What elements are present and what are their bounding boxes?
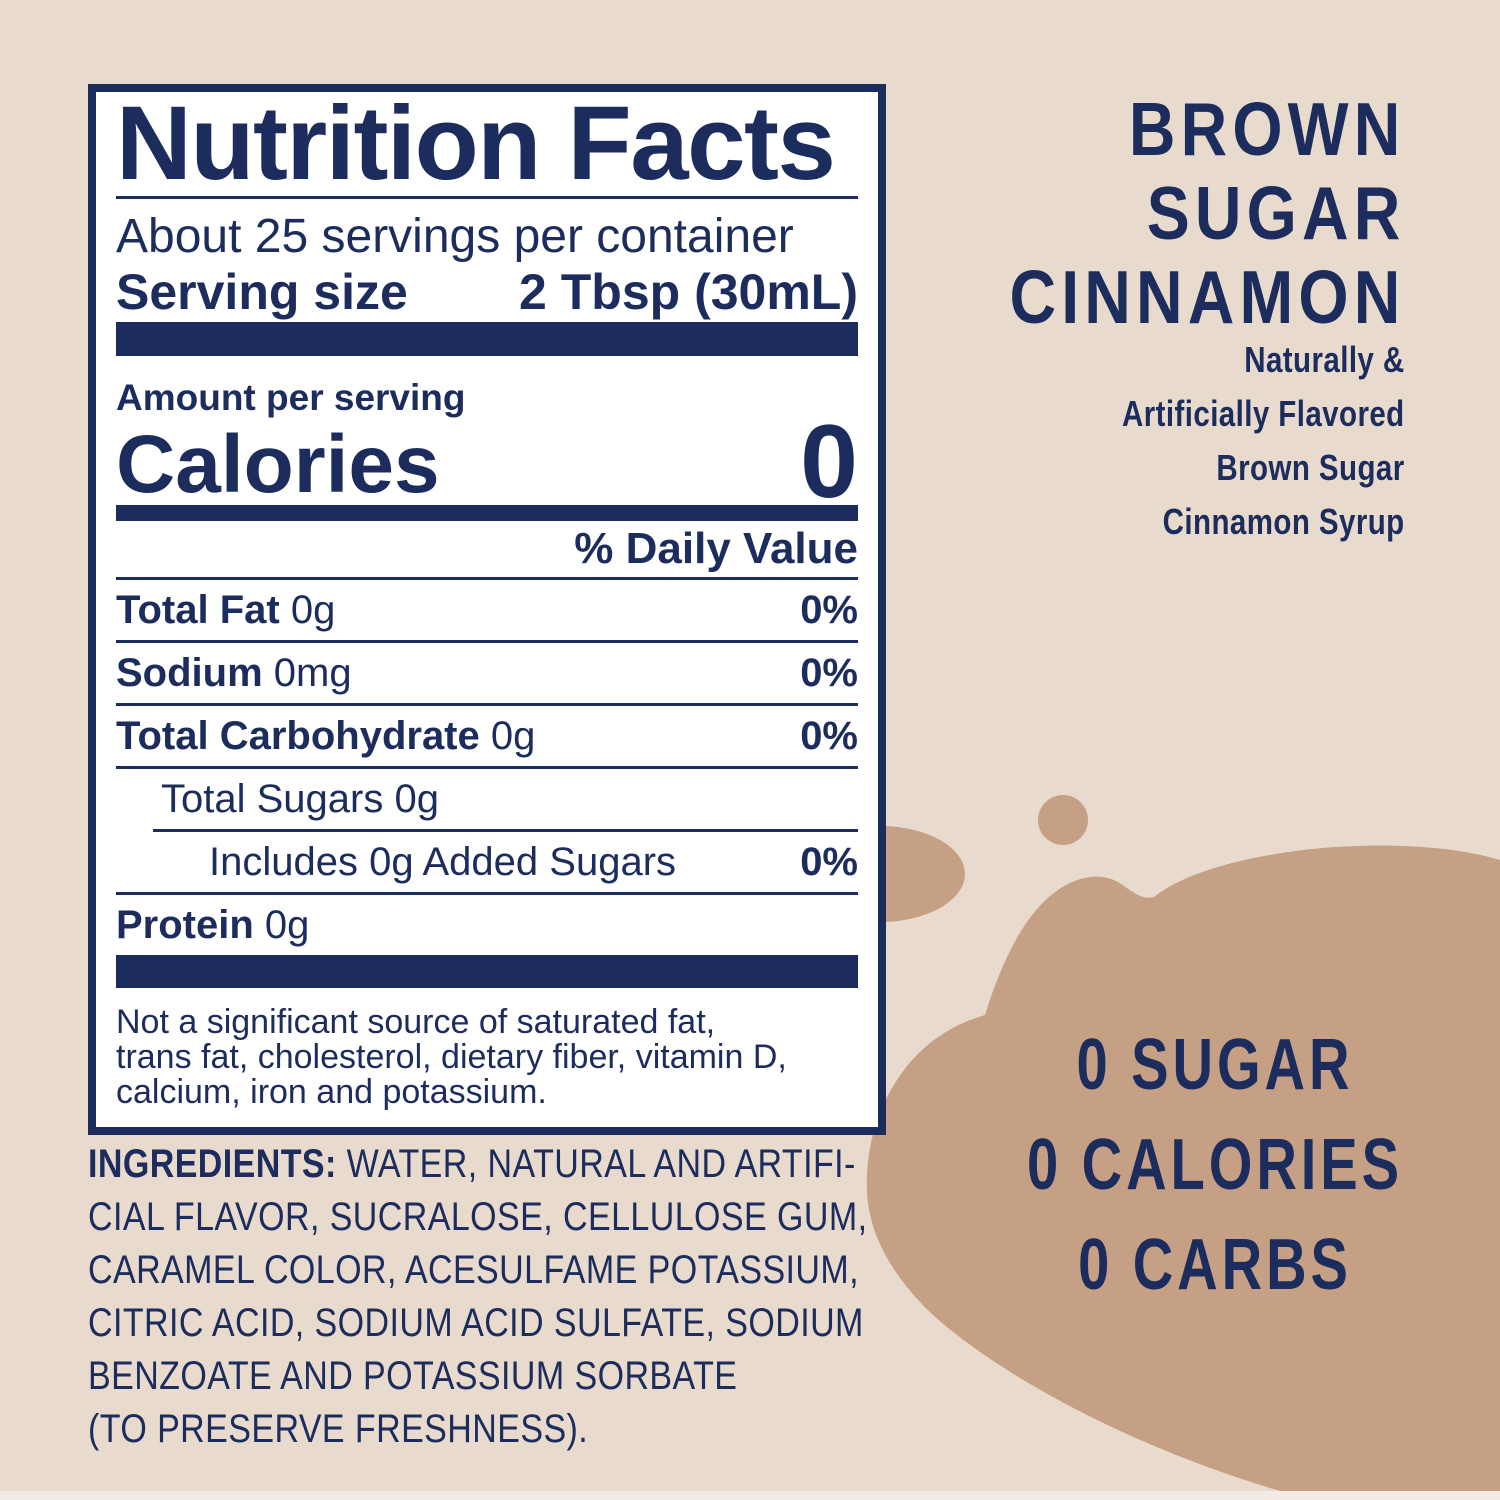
daily-value: 0% xyxy=(800,587,858,632)
divider xyxy=(116,640,858,643)
nutrient-amount: 0g xyxy=(279,587,336,632)
bottom-divider-bar xyxy=(116,955,858,988)
ingredients-line: CIAL FLAVOR, SUCRALOSE, CELLULOSE GUM, xyxy=(88,1195,868,1239)
ingredients-label: INGREDIENTS: xyxy=(88,1142,337,1186)
nutrient-name: Total Fat 0g xyxy=(116,588,335,633)
table-row-total-sugars: Total Sugars 0g xyxy=(116,769,858,829)
flavor-name-heading: BROWN SUGAR CINNAMON xyxy=(1009,87,1405,339)
nutrient-name: Total Sugars 0g xyxy=(116,777,439,822)
nutrient-bold: Sodium xyxy=(116,650,263,695)
claim-zero-sugar: 0 SUGAR xyxy=(1076,1025,1354,1105)
flavor-name-line: CINNAMON xyxy=(1008,255,1405,339)
product-claims: 0 SUGAR 0 CALORIES 0 CARBS xyxy=(981,1015,1449,1315)
serving-size-value: 2 Tbsp (30mL) xyxy=(519,264,858,320)
nutrient-amount: 0g xyxy=(253,902,310,947)
daily-value: 0% xyxy=(800,713,858,758)
divider xyxy=(116,703,858,706)
ingredients-line: BENZOATE AND POTASSIUM SORBATE xyxy=(88,1354,738,1398)
calories-value: 0 xyxy=(800,404,858,520)
table-row-sodium: Sodium 0mg 0% xyxy=(116,643,858,703)
ingredients-line: INGREDIENTS: WATER, NATURAL AND ARTIFI- xyxy=(88,1138,989,1191)
nutrient-name: Protein 0g xyxy=(116,903,309,948)
medium-divider-bar xyxy=(116,505,858,521)
table-row-protein: Protein 0g xyxy=(116,895,858,955)
divider xyxy=(116,196,858,199)
flavor-subtitle: Naturally & Artificially Flavored Brown … xyxy=(1122,333,1405,549)
nutrient-amount: Total Sugars 0g xyxy=(161,776,439,821)
nutrient-amount: 0mg xyxy=(262,650,352,695)
amount-per-serving-label: Amount per serving xyxy=(116,377,466,418)
daily-value: 0% xyxy=(800,650,858,695)
flavor-subtitle-line: Naturally & xyxy=(1244,339,1405,380)
servings-per-container: About 25 servings per container xyxy=(116,210,794,263)
ingredients-line: CARAMEL COLOR, ACESULFAME POTASSIUM, xyxy=(88,1248,860,1292)
nutrient-amount: 0g xyxy=(479,713,536,758)
footnote-line: Not a significant source of saturated fa… xyxy=(116,1003,716,1041)
calories-row: Calories 0 xyxy=(116,404,858,520)
divider xyxy=(116,766,858,769)
table-row-total-carbohydrate: Total Carbohydrate 0g 0% xyxy=(116,706,858,766)
table-row-added-sugars: Includes 0g Added Sugars 0% xyxy=(116,832,858,892)
flavor-name-line: SUGAR xyxy=(1146,171,1405,255)
flavor-subtitle-line: Artificially Flavored xyxy=(1122,393,1405,434)
serving-size-row: Serving size 2 Tbsp (30mL) xyxy=(116,266,858,318)
thick-divider-bar xyxy=(116,322,858,356)
ingredients-line: CITRIC ACID, SODIUM ACID SULFATE, SODIUM xyxy=(88,1301,864,1345)
flavor-subtitle-line: Brown Sugar xyxy=(1216,447,1405,488)
splash-main-blob xyxy=(866,845,1500,1500)
footnote-line: trans fat, cholesterol, dietary fiber, v… xyxy=(116,1038,787,1076)
ingredients-list: INGREDIENTS: WATER, NATURAL AND ARTIFI- … xyxy=(88,1138,989,1456)
claim-zero-calories: 0 CALORIES xyxy=(1026,1125,1404,1205)
bottom-edge-strip xyxy=(0,1491,1500,1500)
table-row-total-fat: Total Fat 0g 0% xyxy=(116,580,858,640)
daily-value: 0% xyxy=(800,839,858,884)
divider xyxy=(116,892,858,895)
flavor-subtitle-line: Cinnamon Syrup xyxy=(1163,501,1405,542)
footnote: Not a significant source of saturated fa… xyxy=(116,1005,858,1110)
nutrient-bold: Protein xyxy=(116,902,254,947)
splash-droplet-dot xyxy=(1038,795,1088,845)
daily-value-header: % Daily Value xyxy=(574,524,858,573)
nutrient-bold: Total Fat xyxy=(116,587,280,632)
footnote-line: calcium, iron and potassium. xyxy=(116,1073,547,1111)
divider xyxy=(116,577,858,580)
serving-size-label: Serving size xyxy=(116,264,408,320)
nutrient-name: Total Carbohydrate 0g xyxy=(116,714,535,759)
claim-zero-carbs: 0 CARBS xyxy=(1078,1225,1352,1305)
nutrition-facts-title: Nutrition Facts xyxy=(116,85,836,202)
nutrient-amount: Includes 0g Added Sugars xyxy=(209,839,677,884)
calories-label: Calories xyxy=(116,419,440,510)
divider-indented xyxy=(153,829,858,832)
ingredients-text: WATER, NATURAL AND ARTIFI- xyxy=(336,1142,856,1186)
ingredients-line: (TO PRESERVE FRESHNESS). xyxy=(88,1407,589,1451)
nutrient-name: Sodium 0mg xyxy=(116,651,352,696)
flavor-name-line: BROWN xyxy=(1128,87,1405,171)
nutrition-facts-panel: Nutrition Facts About 25 servings per co… xyxy=(88,84,886,1135)
nutrient-bold: Total Carbohydrate xyxy=(116,713,480,758)
nutrient-name: Includes 0g Added Sugars xyxy=(116,840,676,885)
